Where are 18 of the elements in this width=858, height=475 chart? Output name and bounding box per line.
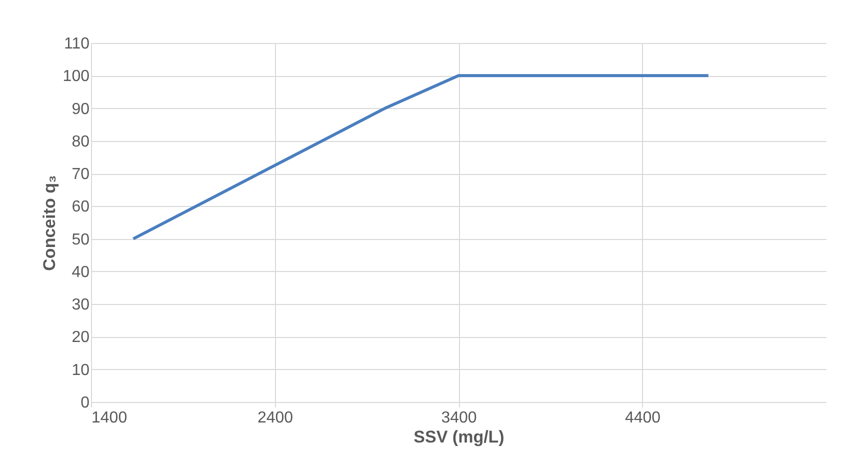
x-tick-label: 1400 (92, 410, 128, 426)
y-tick-label: 0 (80, 394, 90, 412)
y-axis-title: Conceito q₃ (40, 175, 59, 271)
x-tick-label: 3400 (441, 410, 477, 426)
x-tick-label: 2400 (257, 410, 294, 426)
y-tick-label: 90 (72, 100, 90, 118)
x-axis-title: SSV (mg/L) (414, 428, 504, 446)
y-tick-label: 30 (72, 296, 90, 314)
y-tick-label: 70 (72, 166, 90, 184)
y-tick-label: 50 (72, 231, 90, 248)
y-tick-label: 20 (72, 329, 90, 346)
y-tick-label: 10 (72, 362, 90, 379)
x-tick-label: 4400 (624, 410, 661, 426)
y-tick-label: 110 (64, 36, 90, 52)
y-tick-label: 40 (72, 264, 90, 281)
y-tick-label: 100 (62, 68, 90, 86)
y-tick-label: 80 (72, 133, 90, 150)
y-tick-label: 60 (72, 198, 90, 216)
